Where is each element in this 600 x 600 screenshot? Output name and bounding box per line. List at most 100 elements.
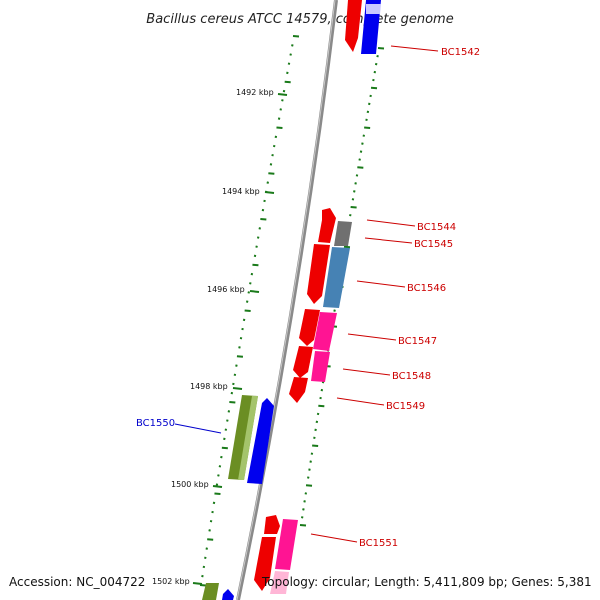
label-bc1551[interactable]: BC1551 [359, 538, 398, 549]
gene-bc1551-forward-top[interactable] [264, 515, 280, 534]
gene-bc1545[interactable] [334, 221, 352, 246]
gene-bc1551[interactable] [254, 515, 298, 594]
left-track-tick [226, 419, 229, 422]
right-track-tick [312, 444, 319, 447]
gene-bc1548-reverse[interactable] [311, 351, 330, 382]
leader-bc1544 [366, 219, 416, 227]
right-track-tick [376, 54, 379, 58]
label-bc1550[interactable]: BC1550 [136, 418, 175, 429]
left-tick-track [199, 35, 300, 587]
gene-bc1550-olive-shade [238, 396, 258, 480]
left-track-tick [272, 144, 276, 148]
genome-backbone-highlight [236, 0, 336, 600]
kbp-label-1494: 1494 kbp [222, 187, 260, 196]
gene-partial-olive[interactable] [202, 583, 219, 600]
kbp-scale: 1492 kbp 1494 kbp 1496 kbp 1498 kbp 1500… [152, 88, 288, 586]
left-track-tick [279, 108, 282, 111]
left-track-tick [282, 89, 286, 93]
leader-bc1550 [174, 423, 222, 434]
gene-bc1544-arrow[interactable] [318, 208, 336, 243]
gene-bc1550-blue[interactable] [247, 398, 274, 484]
left-track-tick [268, 172, 275, 175]
left-track-tick [281, 99, 284, 102]
left-track-tick [207, 538, 214, 541]
leader-bc1546 [356, 280, 406, 288]
left-track-tick [244, 309, 251, 312]
left-track-tick [245, 300, 249, 303]
gene-bc1551-reverse-lower[interactable] [270, 571, 289, 594]
left-track-tick [212, 501, 216, 505]
gene-bc1547-reverse[interactable] [313, 312, 337, 351]
gene-bc1547[interactable] [299, 309, 337, 351]
gene-bc1547-forward[interactable] [299, 309, 320, 346]
genome-backbone [236, 0, 338, 600]
gene-bc1546[interactable] [307, 244, 350, 308]
right-track-tick [369, 94, 372, 98]
left-track-tick [221, 446, 228, 450]
gene-partial-bottom[interactable] [202, 583, 234, 600]
left-track-tick [211, 510, 214, 514]
label-bc1548[interactable]: BC1548 [392, 371, 431, 382]
right-track-tick [364, 126, 371, 129]
gene-bc1551-forward[interactable] [254, 537, 276, 591]
right-track-tick [313, 436, 316, 440]
right-track-tick [308, 468, 311, 471]
right-track-tick [366, 110, 370, 114]
right-track-tick [306, 476, 310, 479]
right-track-tick [343, 245, 351, 249]
right-track-tick [354, 182, 357, 185]
left-track-tick [242, 318, 246, 322]
gene-bc1545-arrow[interactable] [334, 221, 352, 246]
right-track-tick [355, 174, 359, 177]
label-bc1547[interactable]: BC1547 [398, 336, 437, 347]
label-bc1545[interactable]: BC1545 [414, 239, 453, 250]
gene-bc1549-arrow[interactable] [289, 377, 308, 403]
gene-bc1548[interactable] [293, 346, 330, 382]
gene-bc1542[interactable] [345, 0, 381, 54]
left-track-tick [223, 437, 226, 441]
left-track-tick [277, 117, 281, 120]
left-track-tick [247, 291, 250, 294]
label-bc1544[interactable]: BC1544 [417, 222, 456, 233]
gene-bc1544[interactable] [318, 208, 336, 243]
accession-text: Accession: NC_004722 [9, 575, 145, 589]
right-track-tick [321, 380, 325, 384]
right-track-tick [372, 78, 375, 82]
leader-bc1548 [342, 368, 391, 376]
left-track-tick [238, 346, 241, 349]
kbp-label-1500: 1500 kbp [171, 480, 209, 489]
right-track-tick [370, 86, 378, 90]
right-track-tick [374, 62, 378, 66]
kbp-tick-1498 [232, 387, 243, 390]
leader-bc1547 [347, 333, 397, 341]
gene-bc1550[interactable] [228, 395, 274, 484]
gene-bc1548-forward[interactable] [293, 346, 313, 378]
gene-bc1549[interactable] [289, 377, 308, 403]
gene-partial-blue[interactable] [222, 589, 234, 600]
gene-bc1542-forward-arrow[interactable] [345, 0, 362, 52]
right-track-tick [333, 309, 336, 312]
label-bc1542[interactable]: BC1542 [441, 47, 480, 58]
right-track-tick [305, 484, 313, 487]
gene-bc1551-reverse[interactable] [275, 519, 298, 570]
right-track-tick [357, 166, 364, 169]
kbp-tick-1494 [264, 191, 275, 194]
label-bc1549[interactable]: BC1549 [386, 401, 425, 412]
left-track-tick [266, 181, 269, 184]
left-track-tick [232, 382, 235, 386]
right-track-tick [351, 198, 355, 201]
gene-bc1546-forward[interactable] [307, 244, 330, 304]
left-track-tick [250, 272, 254, 276]
leader-bc1549 [336, 397, 385, 406]
right-track-tick [316, 412, 320, 416]
label-bc1546[interactable]: BC1546 [407, 283, 446, 294]
left-track-tick [209, 519, 213, 523]
right-track-tick [377, 47, 385, 50]
right-track-tick [358, 158, 361, 161]
right-track-tick [302, 508, 305, 511]
left-track-tick [284, 80, 291, 84]
left-track-tick [201, 574, 204, 578]
gene-bc1546-reverse[interactable] [323, 247, 350, 308]
right-track-tick [310, 452, 314, 455]
